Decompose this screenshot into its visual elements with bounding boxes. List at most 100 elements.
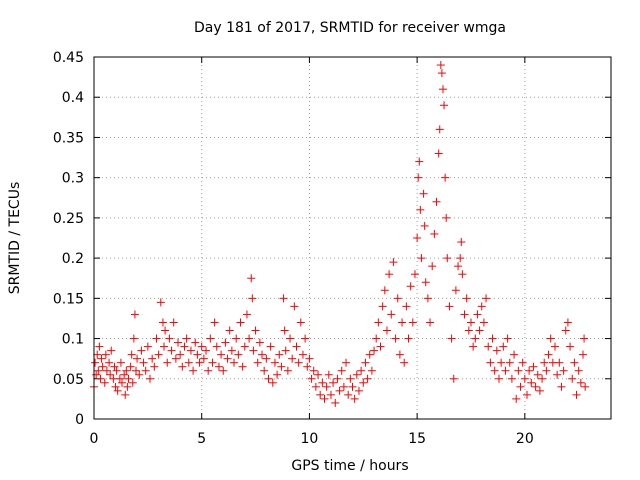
data-point xyxy=(180,342,189,351)
data-point xyxy=(570,358,579,367)
data-point xyxy=(359,378,368,387)
data-point xyxy=(122,366,131,375)
data-point xyxy=(555,358,564,367)
data-point xyxy=(305,354,314,363)
data-point xyxy=(581,382,590,391)
data-point xyxy=(437,69,446,78)
data-point xyxy=(421,278,430,287)
data-point xyxy=(307,374,316,383)
data-point xyxy=(410,270,419,279)
data-point xyxy=(546,334,555,343)
data-point xyxy=(451,286,460,295)
data-point xyxy=(352,370,361,379)
data-point xyxy=(434,149,443,158)
data-point xyxy=(107,346,116,355)
data-point xyxy=(217,350,226,359)
data-point xyxy=(115,374,124,383)
data-point xyxy=(460,310,469,319)
data-point xyxy=(152,334,161,343)
data-point xyxy=(238,362,247,371)
data-point xyxy=(275,350,284,359)
data-point xyxy=(93,350,102,359)
data-point xyxy=(141,366,150,375)
data-point xyxy=(223,354,232,363)
data-point xyxy=(234,350,243,359)
data-point xyxy=(432,197,441,206)
data-point xyxy=(580,334,589,343)
data-point xyxy=(382,326,391,335)
data-point xyxy=(497,358,506,367)
data-point xyxy=(337,366,346,375)
data-point xyxy=(132,366,141,375)
data-point xyxy=(365,350,374,359)
data-point xyxy=(206,334,215,343)
data-point xyxy=(542,366,551,375)
data-point xyxy=(208,358,217,367)
data-point xyxy=(143,342,152,351)
data-point xyxy=(484,342,493,351)
data-point xyxy=(161,326,170,335)
data-point xyxy=(95,342,104,351)
data-point xyxy=(290,302,299,311)
data-point xyxy=(101,350,110,359)
data-point xyxy=(248,294,257,303)
data-point xyxy=(367,366,376,375)
data-point xyxy=(466,318,475,327)
data-point xyxy=(219,366,228,375)
data-point xyxy=(445,302,454,311)
data-point xyxy=(442,213,451,222)
data-point xyxy=(458,270,467,279)
data-point xyxy=(561,326,570,335)
data-point xyxy=(253,358,262,367)
data-point xyxy=(525,366,534,375)
data-point xyxy=(436,61,445,70)
data-point xyxy=(279,294,288,303)
data-point xyxy=(91,358,100,367)
y-tick-label: 0.15 xyxy=(53,291,84,307)
data-point xyxy=(507,374,516,383)
data-point xyxy=(430,229,439,238)
data-point xyxy=(490,366,499,375)
y-axis-label: SRMTID / TECUs xyxy=(7,182,23,295)
data-point xyxy=(456,254,465,263)
data-point xyxy=(176,350,185,359)
data-point xyxy=(329,378,338,387)
data-point xyxy=(471,334,480,343)
data-point xyxy=(296,318,305,327)
data-point xyxy=(346,374,355,383)
data-point xyxy=(178,362,187,371)
data-point xyxy=(292,342,301,351)
data-point xyxy=(311,382,320,391)
data-point xyxy=(227,346,236,355)
data-point xyxy=(92,370,101,379)
data-point xyxy=(417,254,426,263)
data-point xyxy=(255,338,264,347)
data-point xyxy=(316,390,325,399)
data-point xyxy=(550,342,559,351)
data-point xyxy=(350,394,359,403)
data-point xyxy=(535,386,544,395)
data-point xyxy=(98,362,107,371)
data-point xyxy=(566,342,575,351)
data-point xyxy=(123,382,132,391)
data-point xyxy=(522,390,531,399)
data-point xyxy=(342,358,351,367)
data-point xyxy=(322,382,331,391)
data-point xyxy=(414,173,423,182)
data-point xyxy=(113,386,122,395)
data-point xyxy=(169,318,178,327)
data-point xyxy=(464,326,473,335)
data-point xyxy=(572,390,581,399)
data-point xyxy=(230,358,239,367)
data-point xyxy=(251,326,260,335)
data-point xyxy=(426,318,435,327)
data-point xyxy=(221,338,230,347)
data-point xyxy=(264,374,273,383)
data-point xyxy=(553,370,562,379)
data-point xyxy=(133,354,142,363)
data-point xyxy=(402,302,411,311)
data-point xyxy=(413,234,422,242)
y-tick-label: 0.2 xyxy=(62,251,84,267)
data-point xyxy=(494,374,503,383)
data-point xyxy=(391,334,400,343)
